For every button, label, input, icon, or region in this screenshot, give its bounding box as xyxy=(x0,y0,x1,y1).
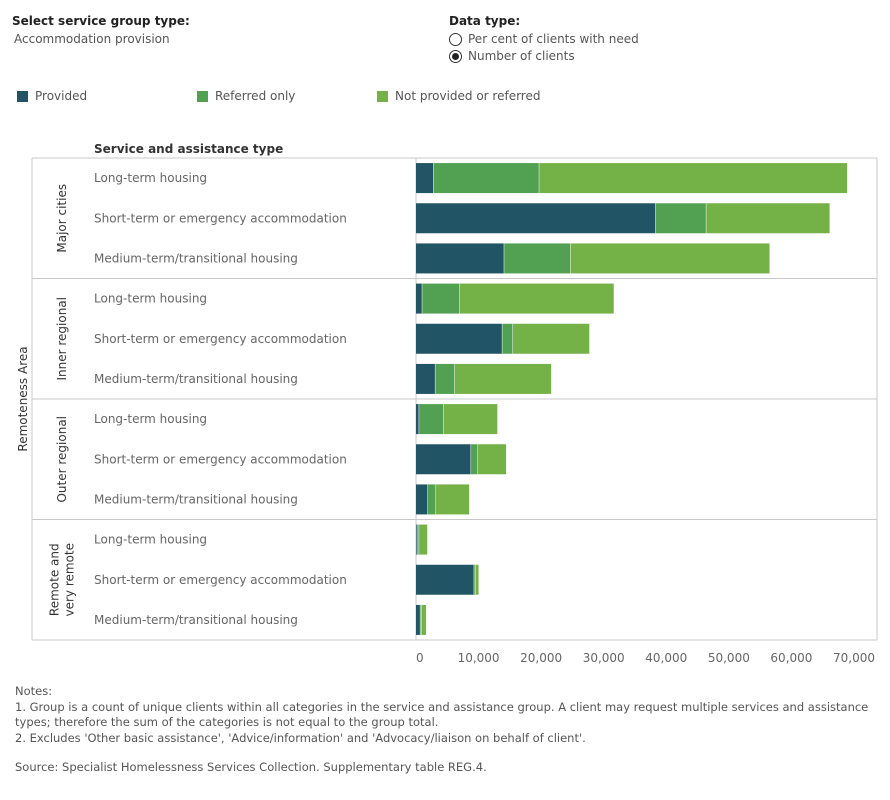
bar-not-provided xyxy=(443,404,498,435)
row-label: Long-term housing xyxy=(94,412,207,426)
bar-provided xyxy=(416,524,418,555)
row-header: Service and assistance type xyxy=(94,142,283,156)
bar-not-provided xyxy=(454,363,552,394)
legend-provided[interactable]: Provided xyxy=(17,89,87,103)
bar-provided xyxy=(416,363,436,394)
bar-referred xyxy=(433,163,540,194)
chart-frame: Remoteness Area Major cities Inner regiona… xyxy=(16,157,878,641)
notes-heading: Notes: xyxy=(15,684,53,698)
x-tick-label: 30,000 xyxy=(583,651,625,665)
service-group-select[interactable]: Accommodation provision xyxy=(14,32,170,46)
bar-referred xyxy=(420,604,422,635)
bar-referred xyxy=(427,484,437,515)
radio-number-circle[interactable] xyxy=(449,49,462,63)
row-label: Short-term or emergency accommodation xyxy=(94,573,347,587)
chart-marks: Long-term housing Short-term or emergency… xyxy=(94,163,875,665)
x-tick-label: 40,000 xyxy=(645,651,687,665)
group-label: Inner regional xyxy=(55,297,69,381)
radio-number[interactable]: Number of clients xyxy=(449,49,575,63)
bar-not-provided xyxy=(436,484,470,515)
bar-referred xyxy=(502,323,513,354)
radio-number-label: Number of clients xyxy=(468,49,575,63)
bar-not-provided xyxy=(539,163,848,194)
bar-chart: Service and assistance type Remoteness A… xyxy=(16,142,878,665)
note-2: 2. Excludes 'Other basic assistance', 'A… xyxy=(15,730,586,745)
bar-provided xyxy=(416,564,475,595)
bar-provided xyxy=(416,203,656,234)
bar-provided xyxy=(416,283,423,314)
row-label: Medium-term/transitional housing xyxy=(94,492,298,506)
row-label: Medium-term/transitional housing xyxy=(94,372,298,386)
bar-referred xyxy=(419,404,444,435)
bar-not-provided xyxy=(421,604,427,635)
bar-provided xyxy=(416,484,428,515)
x-tick-label: 50,000 xyxy=(708,651,750,665)
bar-not-provided xyxy=(459,283,614,314)
legend-referred-label: Referred only xyxy=(215,89,296,103)
legend-not-provided-swatch xyxy=(377,90,388,102)
row-label: Medium-term/transitional housing xyxy=(94,251,298,265)
bar-referred xyxy=(504,243,571,274)
row-label: Long-term housing xyxy=(94,292,207,306)
notes: Notes: 1. Group is a count of unique cli… xyxy=(15,684,875,776)
x-tick-label: 60,000 xyxy=(770,651,812,665)
radio-per-cent[interactable]: Per cent of clients with need xyxy=(449,32,639,46)
row-label: Short-term or emergency accommodation xyxy=(94,332,347,346)
bar-referred xyxy=(655,203,707,234)
legend-not-provided-label: Not provided or referred xyxy=(395,89,541,103)
bar-referred xyxy=(471,444,478,475)
legend-referred[interactable]: Referred only xyxy=(197,89,295,103)
bar-not-provided xyxy=(570,243,770,274)
bar-provided xyxy=(416,404,420,435)
radio-per-cent-label: Per cent of clients with need xyxy=(468,32,639,46)
bar-not-provided xyxy=(477,444,507,475)
bar-referred xyxy=(422,283,460,314)
legend-provided-swatch xyxy=(17,90,28,102)
row-label: Long-term housing xyxy=(94,533,207,547)
legend-referred-swatch xyxy=(197,90,208,102)
row-label: Short-term or emergency accommodation xyxy=(94,452,347,466)
bar-provided xyxy=(416,604,421,635)
x-tick-label: 20,000 xyxy=(520,651,562,665)
group-label: Major cities xyxy=(55,184,69,253)
legend-provided-label: Provided xyxy=(35,89,88,103)
note-1: 1. Group is a count of unique clients wi… xyxy=(15,699,869,730)
x-tick-label: 0 xyxy=(416,651,424,665)
x-tick-label: 10,000 xyxy=(458,651,500,665)
bar-provided xyxy=(416,444,472,475)
bar-referred xyxy=(417,524,420,555)
group-label: Remote andvery remote xyxy=(48,543,77,617)
x-tick-label: 70,000 xyxy=(833,651,875,665)
source-note: Source: Specialist Homelessness Services… xyxy=(15,760,487,774)
bar-not-provided xyxy=(512,323,590,354)
row-label: Long-term housing xyxy=(94,171,207,185)
group-axis-label: Remoteness Area xyxy=(16,346,30,451)
bar-not-provided xyxy=(419,524,428,555)
legend-not-provided[interactable]: Not provided or referred xyxy=(377,89,540,103)
bar-referred xyxy=(435,363,455,394)
bar-not-provided xyxy=(706,203,830,234)
data-type-title: Data type: xyxy=(449,14,521,28)
group-label: Outer regional xyxy=(55,416,69,503)
row-label: Short-term or emergency accommodation xyxy=(94,211,347,225)
bar-provided xyxy=(416,243,505,274)
radio-per-cent-circle[interactable] xyxy=(449,32,462,46)
bar-referred xyxy=(474,564,476,595)
bar-provided xyxy=(416,163,434,194)
bar-provided xyxy=(416,323,503,354)
service-group-title: Select service group type: xyxy=(12,14,190,28)
bar-not-provided xyxy=(475,564,479,595)
row-label: Medium-term/transitional housing xyxy=(94,613,298,627)
